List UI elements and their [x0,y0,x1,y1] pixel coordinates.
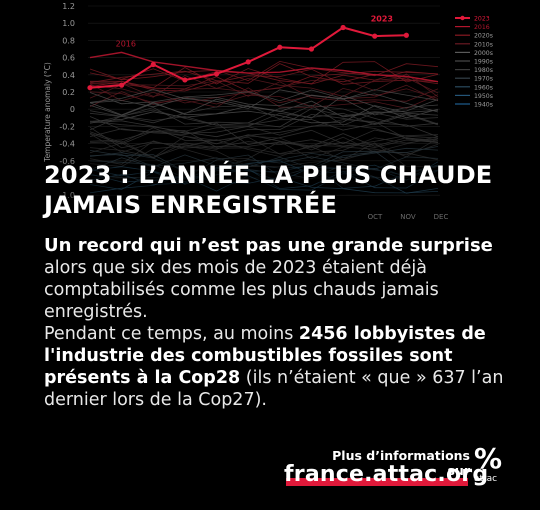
y-tick-label: 0.2 [62,88,75,97]
legend-label: 1940s [474,102,493,109]
x-tick-label: NOV [400,213,416,221]
data-point-2023 [403,32,409,38]
decade-line [89,113,439,138]
decade-line [89,87,439,109]
y-tick-label: -1.0 [59,191,75,200]
decade-line [89,150,439,175]
decade-line [89,164,439,185]
decade-line [89,104,439,126]
logo-wordmark: attac [474,474,498,484]
legend-marker [460,15,465,21]
headline-line-2: JAMAIS ENREGISTRÉE [44,191,338,219]
data-point-2023 [182,77,188,83]
decade-line [89,130,439,148]
y-tick-label: 0.8 [62,36,75,45]
legend-label: 1950s [474,93,493,100]
percent-icon: % [474,442,503,475]
decade-line [89,142,439,161]
decade-line [89,107,439,128]
annotation-2016: 2016 [116,40,136,49]
body-text: Un record qui n’est pas une grande surpr… [44,235,514,411]
decade-line [89,89,439,113]
temperature-anomaly-chart: 1.21.00.80.60.40.20-0.2-0.4-0.6-0.8-1.0 … [43,2,493,221]
decade-line [90,67,439,89]
headline: 2023 : L’ANNÉE LA PLUS CHAUDE JAMAIS ENR… [44,160,514,220]
x-tick-label: OCT [368,213,383,221]
data-point-2023 [245,59,251,65]
data-point-2023 [372,33,378,39]
data-point-2023 [87,85,93,91]
decade-line [89,160,439,183]
chart-annotations: 2016 2023 [116,15,393,49]
headline-line-1: 2023 : L’ANNÉE LA PLUS CHAUDE [44,161,493,189]
legend-label: 2020s [474,33,493,40]
legend-label: 2010s [474,41,493,48]
background-series-lines [89,60,439,194]
legend-label: 2000s [474,50,493,57]
body-lead: Un record qui n’est pas une grande surpr… [44,235,493,256]
chart-legend: 202320162020s2010s2000s1990s1980s1970s19… [455,16,493,109]
highlight-series [87,24,439,91]
decade-line [89,173,439,194]
body-paragraph-1: alors que six des mois de 2023 étaient d… [44,258,439,322]
y-axis-label: Temperature anomaly (°C) [43,62,52,163]
decade-line [89,120,439,146]
website-link[interactable]: france.attac.org [284,462,489,487]
data-point-2023 [308,46,315,52]
body-paragraph-2-start: Pendant ce temps, au moins [44,324,299,344]
decade-line [89,130,439,147]
y-axis-ticks: 1.2 1.0 0.8 0.6 0.4 0.2 0 -0.2 -0.4 -0.6 -0.8 -1.0 [59,2,75,200]
decade-line [89,60,439,82]
decade-line [89,168,439,190]
decade-line [89,109,439,131]
y-tick-label: -0.8 [59,174,75,183]
decade-line [89,140,439,165]
decade-line [89,68,439,92]
y-tick-label: -0.2 [59,122,75,131]
decade-line [89,80,439,102]
data-point-2023 [150,61,156,68]
y-tick-label: -0.4 [59,140,75,149]
x-axis-ticks: OCT NOV DEC [368,213,449,221]
legend-label: 2023 [474,16,490,23]
series-line-2016 [89,51,439,83]
decade-line [89,173,439,194]
y-tick-label: 0.6 [62,54,75,63]
legend-label: 2016 [474,24,490,31]
decade-line [89,61,439,85]
decade-line [89,137,439,158]
data-point-2023 [340,24,346,31]
decade-line [89,95,439,119]
y-tick-label: 1.0 [62,19,75,28]
decade-line [89,119,439,144]
attac-logo[interactable]: % attac [474,442,503,488]
decade-line [89,164,439,189]
decade-line [89,105,439,124]
y-tick-label: 0 [70,105,75,114]
body-paragraph-2-end: (ils n’étaient « que » 637 l’an dernier … [44,368,504,410]
legend-label: 1990s [474,59,493,66]
body-paragraph-2-bold: 2456 lobbyistes de l'industrie des combu… [44,324,486,388]
decade-line [89,73,439,98]
legend-label: 1980s [474,67,493,74]
data-point-2023 [277,44,283,50]
decade-line [89,98,439,118]
legend-label: 1960s [474,84,493,91]
legend-label: 1970s [474,76,493,83]
decade-line [89,75,439,98]
decade-line [89,89,439,109]
y-tick-label: 0.4 [62,71,75,80]
annotation-2023: 2023 [371,15,393,24]
decade-line [89,105,439,127]
decade-line [89,135,439,159]
url-highlight-bar [286,478,468,486]
y-tick-label: 1.2 [62,2,75,11]
y-tick-label: -0.6 [59,157,75,166]
data-point-2023 [119,82,125,88]
data-point-2023 [213,71,220,77]
more-info-label: Plus d’informations sur [332,448,470,478]
x-tick-label: DEC [434,213,449,221]
